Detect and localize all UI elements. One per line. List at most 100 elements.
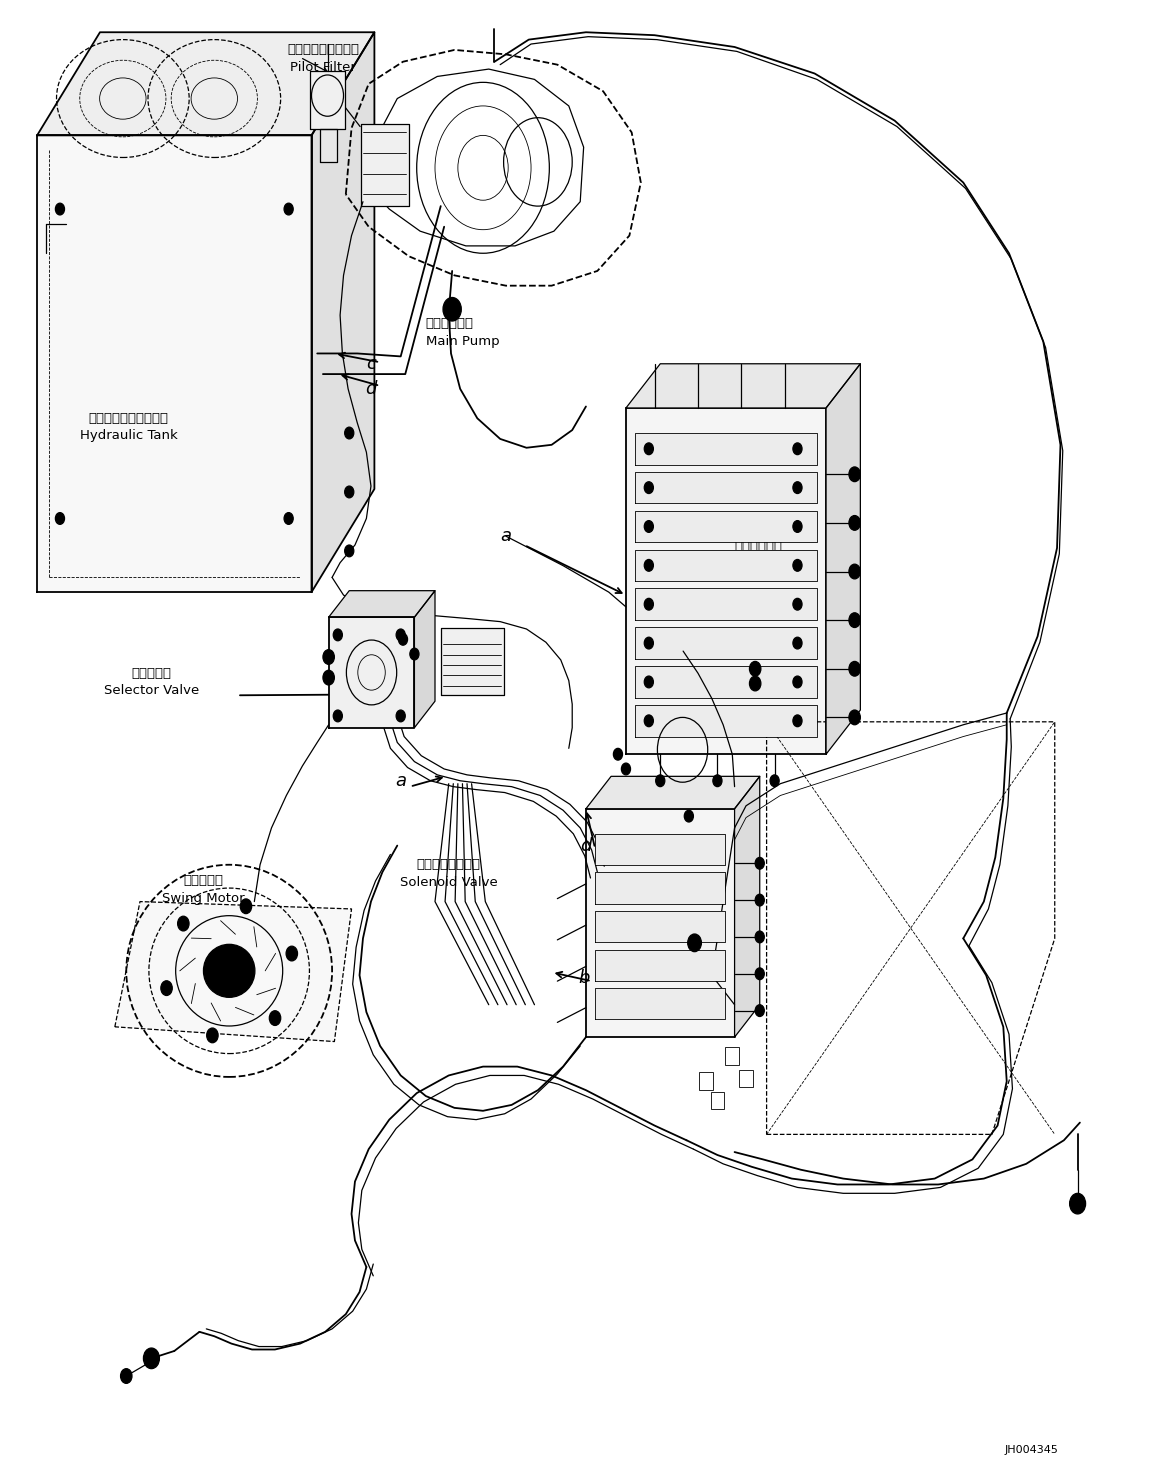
Circle shape [55,203,64,214]
Circle shape [622,763,631,775]
Text: Pilot Filter: Pilot Filter [290,61,356,74]
Circle shape [444,297,461,321]
Polygon shape [635,627,817,658]
Text: Hydraulic Tank: Hydraulic Tank [79,429,177,442]
Circle shape [755,932,764,942]
Text: d: d [580,837,592,855]
Circle shape [793,676,802,688]
Circle shape [645,676,654,688]
Text: Solenoid Valve: Solenoid Valve [400,876,498,889]
Polygon shape [361,124,409,206]
Circle shape [345,487,354,498]
Text: Selector Valve: Selector Valve [103,685,199,698]
Polygon shape [734,776,759,1037]
Polygon shape [415,590,435,728]
Text: a: a [501,527,511,546]
Circle shape [849,710,861,725]
Text: 旋回モータ: 旋回モータ [183,874,223,887]
Polygon shape [319,130,337,161]
Polygon shape [310,71,345,130]
Circle shape [755,895,764,907]
Circle shape [645,482,654,494]
Circle shape [645,559,654,571]
Circle shape [793,442,802,454]
Circle shape [685,810,693,822]
Text: 切換バルブ: 切換バルブ [131,667,171,680]
Text: JH004345: JH004345 [1005,1445,1059,1455]
Circle shape [333,710,342,722]
Circle shape [345,427,354,439]
Polygon shape [441,629,503,695]
Circle shape [284,513,293,525]
Bar [739,1069,753,1087]
Text: Main Valve: Main Valve [734,556,807,569]
Circle shape [144,1347,160,1368]
Circle shape [323,649,334,664]
Circle shape [333,629,342,640]
Circle shape [55,513,64,525]
Circle shape [345,544,354,556]
Polygon shape [586,776,759,809]
Circle shape [284,203,293,214]
Circle shape [770,775,779,787]
Polygon shape [115,902,352,1041]
Circle shape [161,981,172,995]
Circle shape [323,670,334,685]
Circle shape [755,858,764,870]
Circle shape [849,612,861,627]
Circle shape [749,676,761,691]
Polygon shape [586,809,734,1037]
Circle shape [755,967,764,979]
Circle shape [793,521,802,532]
Polygon shape [37,136,311,592]
Text: c: c [367,355,376,373]
Ellipse shape [203,944,255,997]
Circle shape [396,710,406,722]
Text: ハイドロリックタンク: ハイドロリックタンク [88,411,169,424]
Polygon shape [635,433,817,464]
Circle shape [793,599,802,611]
Text: d: d [365,380,377,398]
Circle shape [793,559,802,571]
Text: Main Pump: Main Pump [426,336,500,348]
Circle shape [849,516,861,531]
Circle shape [240,899,252,914]
Circle shape [688,935,701,951]
Circle shape [645,714,654,726]
Bar [699,1072,712,1090]
Polygon shape [595,911,725,942]
Circle shape [849,661,861,676]
Text: b: b [578,969,589,986]
Circle shape [749,661,761,676]
Text: b: b [678,645,688,663]
Polygon shape [311,33,375,592]
Text: a: a [395,772,407,790]
Circle shape [286,947,298,961]
Circle shape [849,563,861,578]
Circle shape [793,482,802,494]
Polygon shape [595,873,725,904]
Polygon shape [635,589,817,620]
Polygon shape [595,950,725,981]
Text: ソレノイドバルブ: ソレノイドバルブ [417,858,480,871]
Polygon shape [635,472,817,503]
Polygon shape [635,666,817,698]
Polygon shape [37,33,375,136]
Polygon shape [635,705,817,737]
Text: メインポンプ: メインポンプ [426,318,473,330]
Circle shape [645,521,654,532]
Circle shape [399,633,408,645]
Circle shape [396,629,406,640]
Circle shape [121,1368,132,1383]
Circle shape [755,1004,764,1016]
Circle shape [614,748,623,760]
Circle shape [1070,1194,1086,1214]
Circle shape [712,775,722,787]
Circle shape [793,637,802,649]
Polygon shape [826,364,861,754]
Polygon shape [595,988,725,1019]
Circle shape [793,714,802,726]
Bar [710,1092,724,1109]
Bar [725,1047,739,1065]
Polygon shape [626,364,861,408]
